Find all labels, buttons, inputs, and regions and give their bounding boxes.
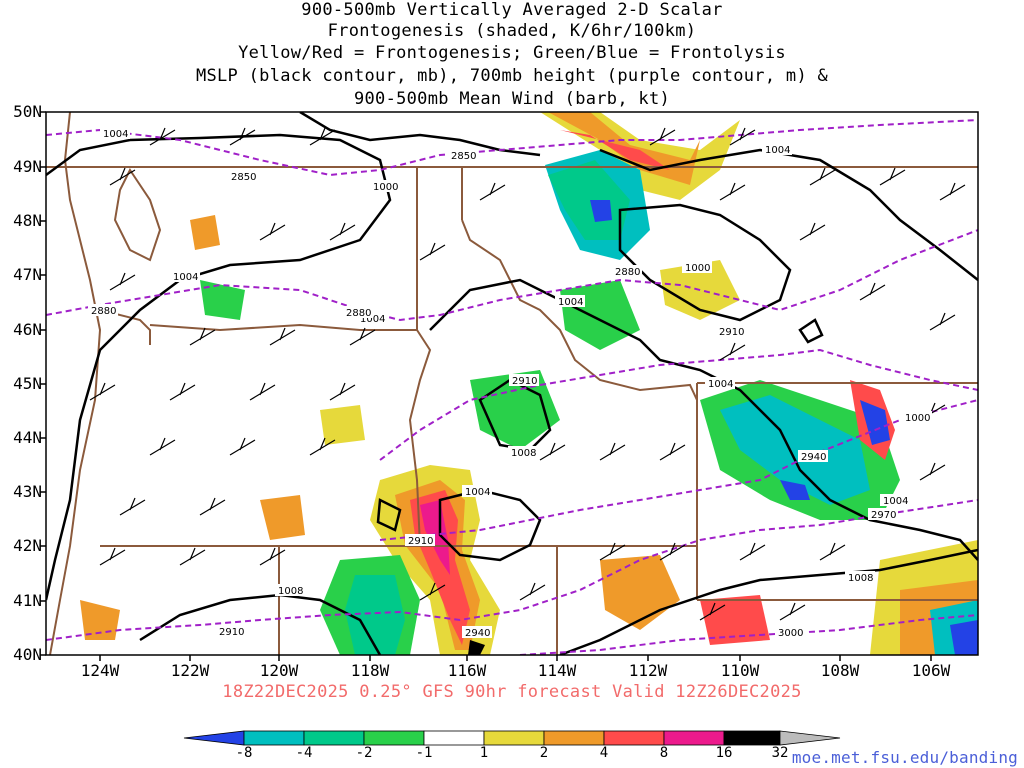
title-line-5: 900-500mb Mean Wind (barb, kt) bbox=[353, 89, 671, 109]
colorbar-bin bbox=[363, 730, 425, 746]
mslp-contours bbox=[46, 112, 978, 655]
axis-ticks bbox=[40, 111, 932, 661]
source-credit-link[interactable]: moe.met.fsu.edu/banding bbox=[791, 748, 1018, 767]
colorbar-label: -8 bbox=[235, 745, 253, 761]
lon-label: 108W bbox=[820, 661, 860, 680]
mslp-label: 1000 bbox=[905, 413, 930, 424]
mslp-label: 1004 bbox=[558, 297, 583, 308]
height-label: 2940 bbox=[465, 628, 490, 639]
title-line-2: Frontogenesis (shaded, K/6hr/100km) bbox=[327, 21, 697, 41]
colorbar-bin bbox=[303, 730, 365, 746]
colorbar-bin bbox=[243, 730, 305, 746]
lon-label: 122W bbox=[170, 661, 210, 680]
height-contours bbox=[46, 119, 978, 655]
mslp-labels: 1004 1000 1004 1004 1004 1000 1004 1008 … bbox=[100, 127, 932, 597]
colorbar-label: 2 bbox=[539, 745, 549, 761]
height-label: 2880 bbox=[346, 308, 371, 319]
lat-label: 50N bbox=[13, 102, 42, 121]
mslp-label: 1004 bbox=[765, 145, 790, 156]
height-label: 2910 bbox=[719, 327, 744, 338]
lat-label: 48N bbox=[13, 211, 42, 230]
title-line-3: Yellow/Red = Frontogenesis; Green/Blue =… bbox=[238, 43, 786, 63]
height-label: 2940 bbox=[801, 452, 826, 463]
colorbar-bin-highest bbox=[779, 730, 841, 746]
colorbar-label: -4 bbox=[295, 745, 313, 761]
lon-label: 124W bbox=[80, 661, 120, 680]
mslp-label: 1004 bbox=[360, 314, 385, 325]
wind-barbs bbox=[89, 127, 966, 621]
lat-label: 47N bbox=[13, 265, 42, 284]
lat-label: 49N bbox=[13, 157, 42, 176]
height-label: 2910 bbox=[512, 376, 537, 387]
colorbar-bin bbox=[663, 730, 725, 746]
lat-label: 40N bbox=[13, 645, 42, 664]
height-label: 3000 bbox=[778, 628, 803, 639]
lon-label: 120W bbox=[259, 661, 299, 680]
lon-label: 116W bbox=[447, 661, 487, 680]
political-borders bbox=[46, 112, 978, 655]
lat-label: 41N bbox=[13, 591, 42, 610]
mslp-label: 1008 bbox=[511, 448, 536, 459]
height-label: 2850 bbox=[451, 151, 476, 162]
height-label: 2850 bbox=[231, 172, 256, 183]
lon-label: 106W bbox=[911, 661, 951, 680]
colorbar-label: -2 bbox=[355, 745, 373, 761]
mslp-label: 1004 bbox=[708, 379, 733, 390]
height-label: 2970 bbox=[871, 510, 896, 521]
colorbar-bin-lowest bbox=[183, 730, 245, 746]
lon-label: 118W bbox=[350, 661, 390, 680]
height-label: 2910 bbox=[219, 627, 244, 638]
lon-label: 114W bbox=[537, 661, 577, 680]
mslp-label: 1008 bbox=[278, 586, 303, 597]
colorbar-bin bbox=[603, 730, 665, 746]
colorbar-label: 32 bbox=[771, 745, 789, 761]
mslp-label: 1004 bbox=[173, 272, 198, 283]
title-line-4: MSLP (black contour, mb), 700mb height (… bbox=[195, 66, 829, 86]
colorbar-label: 16 bbox=[715, 745, 733, 761]
height-label: 2880 bbox=[91, 306, 116, 317]
mslp-label: 1000 bbox=[685, 263, 710, 274]
colorbar-bin bbox=[543, 730, 605, 746]
lat-label: 43N bbox=[13, 482, 42, 501]
colorbar-label: 4 bbox=[599, 745, 609, 761]
height-label: 2910 bbox=[408, 536, 433, 547]
lat-label: 42N bbox=[13, 536, 42, 555]
mslp-label: 1004 bbox=[883, 496, 908, 507]
lon-label: 110W bbox=[720, 661, 760, 680]
colorbar-label: 8 bbox=[659, 745, 669, 761]
lat-label: 45N bbox=[13, 374, 42, 393]
mslp-label: 1004 bbox=[103, 129, 128, 140]
colorbar bbox=[183, 730, 841, 746]
height-labels: 2850 2850 2880 2880 2880 2910 2910 2910 … bbox=[88, 149, 898, 639]
forecast-caption: 18Z22DEC2025 0.25° GFS 90hr forecast Val… bbox=[222, 682, 802, 702]
lat-label: 46N bbox=[13, 320, 42, 339]
colorbar-bin bbox=[423, 730, 485, 746]
height-label: 2880 bbox=[615, 267, 640, 278]
lon-label: 112W bbox=[628, 661, 668, 680]
mslp-label: 1004 bbox=[465, 487, 490, 498]
title-line-1: 900-500mb Vertically Averaged 2-D Scalar bbox=[301, 0, 723, 20]
mslp-label: 1000 bbox=[373, 182, 398, 193]
mslp-label: 1008 bbox=[848, 573, 873, 584]
colorbar-label: 1 bbox=[479, 745, 489, 761]
colorbar-bin bbox=[483, 730, 545, 746]
lat-label: 44N bbox=[13, 428, 42, 447]
colorbar-label: -1 bbox=[415, 745, 433, 761]
colorbar-bin bbox=[723, 730, 781, 746]
